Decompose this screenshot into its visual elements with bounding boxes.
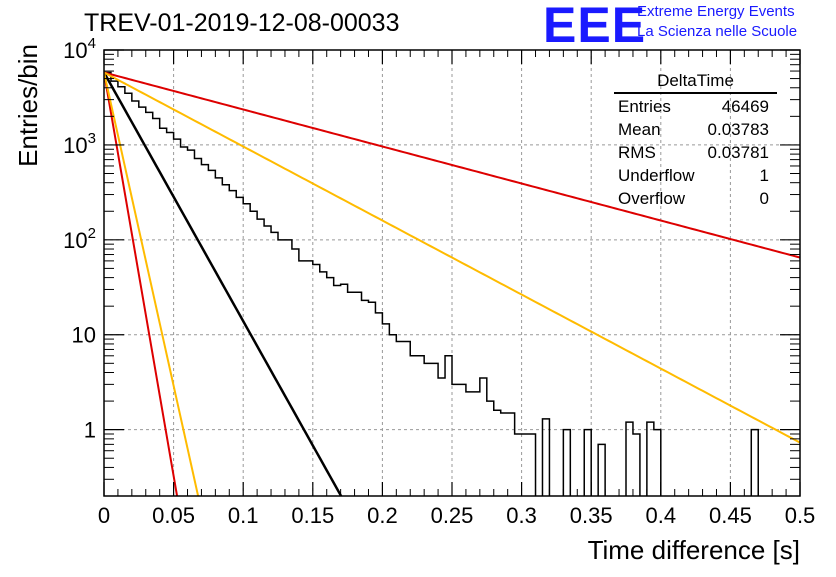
histogram-bars (104, 71, 759, 496)
x-tick-label: 0.15 (291, 503, 334, 528)
stats-row-underflow: Underflow 1 (614, 164, 777, 187)
stats-value: 0.03783 (707, 120, 769, 139)
stats-title: DeltaTime (657, 71, 734, 90)
stats-value: 0.03781 (707, 143, 769, 162)
stats-box: DeltaTime Entries 46469 Mean 0.03783 RMS… (614, 70, 777, 210)
x-tick-label: 0 (98, 503, 110, 528)
x-tick-label: 0.45 (709, 503, 752, 528)
x-tick-label: 0.05 (152, 503, 195, 528)
y-tick-label: 1 (84, 418, 96, 443)
stats-value: 0 (759, 189, 769, 208)
x-tick-label: 0.5 (785, 503, 816, 528)
stats-key: Entries (618, 97, 671, 116)
x-axis-label: Time difference [s] (588, 535, 800, 565)
fit-curve-1 (104, 71, 800, 259)
logo-text-line1: Extreme Energy Events (637, 3, 795, 20)
chart-title: TREV-01-2019-12-08-00033 (84, 9, 400, 37)
x-tick-label: 0.2 (367, 503, 398, 528)
stats-row-mean: Mean 0.03783 (614, 118, 777, 141)
stats-row-rms: RMS 0.03781 (614, 141, 777, 164)
y-tick-label: 103 (63, 130, 96, 158)
fit-curve-0 (104, 71, 343, 496)
logo-text-line2: La Scienza nelle Scuole (637, 23, 798, 40)
stats-key: RMS (618, 143, 656, 162)
y-axis-label: Entries/bin (13, 44, 43, 167)
x-tick-label: 0.25 (431, 503, 474, 528)
x-tick-label: 0.1 (228, 503, 259, 528)
x-tick-label: 0.4 (646, 503, 677, 528)
stats-key: Underflow (618, 166, 695, 185)
stats-row-overflow: Overflow 0 (614, 187, 777, 210)
stats-value: 46469 (721, 97, 769, 116)
fit-curve-2 (104, 71, 800, 444)
y-tick-label: 102 (63, 225, 96, 253)
stats-key: Mean (618, 120, 661, 139)
stats-separator (614, 92, 777, 94)
x-tick-label: 0.35 (570, 503, 613, 528)
eee-logo: EEE (543, 0, 647, 53)
y-tick-label: 10 (72, 323, 96, 348)
stats-key: Overflow (618, 189, 686, 208)
stats-row-entries: Entries 46469 (614, 95, 777, 118)
stats-value: 1 (759, 166, 769, 185)
y-tick-label: 104 (63, 35, 96, 63)
x-tick-label: 0.3 (506, 503, 537, 528)
